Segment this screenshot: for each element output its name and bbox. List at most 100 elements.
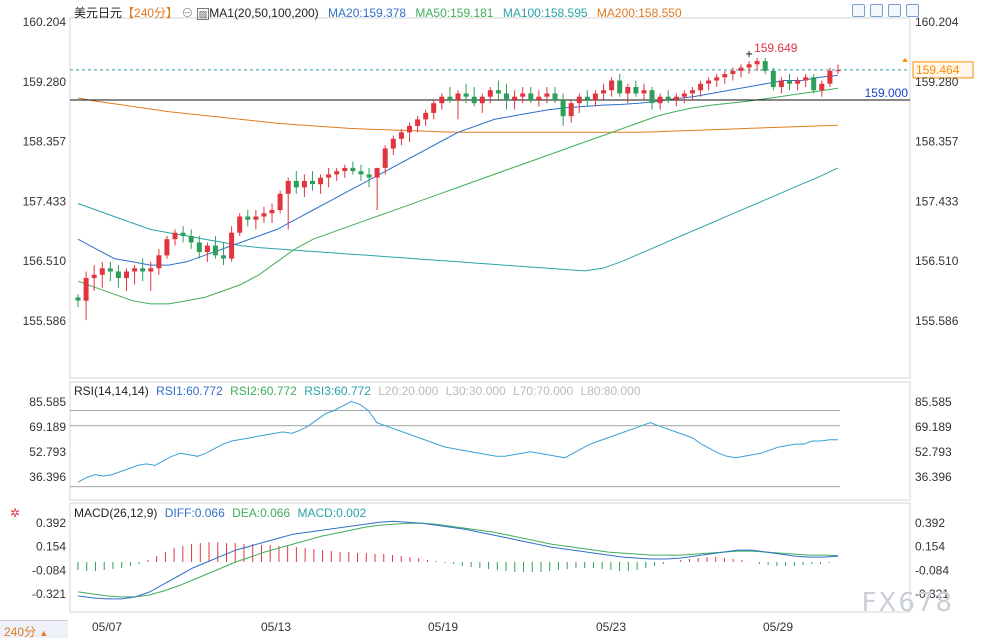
price-y-tick-left: 155.586 (23, 314, 67, 328)
current-price-label: 159.464 (916, 63, 960, 77)
candle-body (212, 245, 218, 256)
candle-body (778, 80, 784, 87)
l80-value: L80:80.000 (580, 384, 641, 398)
candle-body (431, 103, 437, 113)
period-label[interactable]: 【240分】 (122, 6, 179, 20)
price-y-tick-left: 159.280 (23, 75, 67, 89)
settings-icon[interactable]: ⊖ (181, 6, 194, 20)
candle-body (536, 96, 542, 100)
candle-body (495, 90, 501, 94)
x-tick-label: 05/29 (763, 620, 793, 634)
candle-body (835, 70, 841, 72)
rsi-y-tick-left: 52.793 (29, 445, 66, 459)
ma50-value: MA50:159.181 (415, 6, 494, 20)
candle-body (237, 216, 243, 233)
ma100-value: MA100:158.595 (502, 6, 588, 20)
candle-body (293, 180, 299, 188)
dea-value: DEA:0.066 (232, 506, 291, 520)
candle-body (706, 80, 712, 84)
candle-body (221, 255, 226, 259)
macd-y-tick-left: 0.154 (36, 540, 66, 554)
candle-body (698, 83, 704, 91)
candle-body (124, 271, 129, 278)
rsi-y-tick-right: 52.793 (915, 445, 952, 459)
rsi3-value: RSI3:60.772 (304, 384, 371, 398)
series-layer (70, 50, 974, 600)
price-y-tick-right: 157.433 (915, 194, 959, 208)
rsi-y-tick-left: 85.585 (29, 395, 66, 409)
candle-body (180, 232, 186, 236)
candle-body (819, 83, 825, 91)
candle-body (803, 77, 809, 81)
zoom-in-icon[interactable] (870, 4, 883, 17)
candle-body (91, 274, 97, 278)
ma20-line (77, 74, 839, 266)
ma20-value: MA20:159.378 (328, 6, 407, 20)
candle-body (398, 132, 404, 139)
symbol-label: 美元日元 (74, 6, 123, 20)
price-y-tick-right: 156.510 (915, 254, 959, 268)
macd-y-tick-right: -0.084 (915, 563, 949, 577)
x-tick-label: 05/13 (261, 620, 291, 634)
macd-y-tick-right: -0.321 (915, 587, 949, 601)
candle-body (342, 167, 348, 172)
candle-body (584, 96, 590, 100)
candle-body (787, 80, 792, 84)
price-y-tick-left: 160.204 (23, 15, 67, 29)
x-tick-label: 05/07 (92, 620, 122, 634)
period-selector[interactable]: 240分 ▲ (0, 620, 68, 639)
level-line-label: 159.000 (865, 86, 909, 100)
candle-body (811, 77, 817, 91)
candle-body (455, 93, 461, 100)
fullscreen-icon[interactable] (906, 4, 919, 17)
candle-body (188, 235, 194, 243)
rsi-panel-frame (69, 381, 911, 501)
rsi-y-tick-left: 36.396 (29, 470, 66, 484)
rsi-y-tick-left: 69.189 (29, 420, 66, 434)
macd-settings-icon[interactable]: ✲ (10, 506, 21, 520)
ma50-line (77, 87, 839, 305)
watermark: FX678 (861, 588, 954, 618)
diff-line (77, 520, 839, 600)
triangle-up-icon: ▲ (39, 628, 49, 638)
candle-body (99, 268, 105, 275)
candle-body (75, 297, 81, 301)
macd-header: MACD(26,12,9) DIFF:0.066 DEA:0.066 MACD:… (74, 506, 366, 520)
candle-body (107, 268, 113, 272)
candle-body (318, 177, 324, 185)
candle-body (310, 180, 315, 185)
price-y-tick-right: 155.586 (915, 314, 959, 328)
candle-body (504, 93, 509, 100)
candle-body (690, 90, 695, 94)
candle-body (269, 210, 275, 214)
candle-body (447, 96, 453, 100)
candle-body (512, 96, 518, 100)
price-y-tick-left: 156.510 (23, 254, 67, 268)
candle-body (730, 70, 736, 74)
candle-body (115, 271, 121, 278)
move-icon[interactable] (852, 4, 865, 17)
current-price-box (912, 61, 974, 79)
candle-body (560, 100, 566, 117)
candle-body (415, 119, 421, 126)
candle-body (229, 232, 235, 259)
candle-body (576, 96, 582, 104)
macd-y-tick-right: 0.154 (915, 540, 945, 554)
rsi-line (77, 400, 838, 483)
zoom-out-icon[interactable] (888, 4, 901, 17)
candle-body (172, 232, 178, 240)
candle-body (738, 67, 744, 71)
candle-body (544, 93, 550, 97)
candle-body (164, 239, 170, 256)
candle-body (722, 74, 728, 78)
diff-value: DIFF:0.066 (164, 506, 225, 520)
l70-value: L70:70.000 (513, 384, 574, 398)
candle-body (827, 70, 833, 84)
candle-body (439, 96, 445, 104)
macd-y-tick-left: -0.321 (32, 587, 66, 601)
candle-body (140, 268, 146, 272)
current-price-arrow-icon (902, 57, 908, 62)
macd-y-tick-left: 0.392 (36, 516, 66, 530)
